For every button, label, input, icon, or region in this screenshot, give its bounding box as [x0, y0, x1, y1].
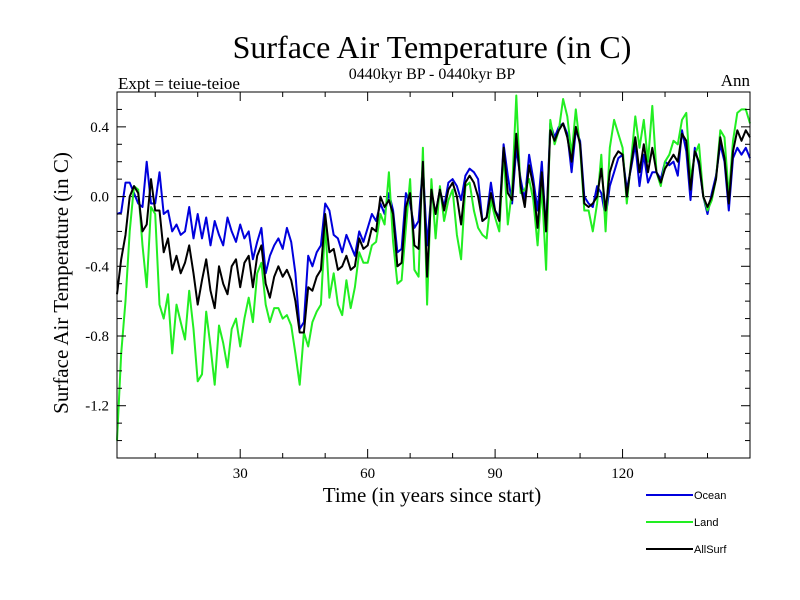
x-tick-label-90: 90	[488, 466, 503, 482]
legend-label-ocean: Ocean	[694, 490, 726, 502]
x-axis-label: Time (in years since start)	[323, 483, 542, 507]
x-tick-label-120: 120	[611, 466, 634, 482]
legend-label-land: Land	[694, 517, 718, 529]
series-line-land	[116, 94, 751, 441]
series-line-allsurf	[116, 122, 751, 334]
x-tick-label-30: 30	[233, 466, 248, 482]
series-layer	[116, 94, 751, 441]
x-tick-label-60: 60	[360, 466, 375, 482]
chart-subtitle: 0440kyr BP - 0440kyr BP	[349, 66, 516, 83]
y-tick-label-1: -0.8	[85, 329, 109, 345]
y-tick-label-3: 0.0	[90, 190, 109, 206]
period-label: Ann	[721, 71, 751, 90]
y-tick-label-2: -0.4	[85, 259, 109, 275]
chart-title: Surface Air Temperature (in C)	[233, 29, 632, 65]
legend-label-allsurf: AllSurf	[694, 544, 727, 556]
experiment-label: Expt = teiue-teioe	[118, 74, 240, 93]
axis-layer: 30 60 90 120 -1.2 -0.8 -0.4 0.0 0.4	[85, 91, 751, 482]
plot-frame	[116, 91, 751, 459]
y-tick-label-0: -1.2	[85, 399, 109, 415]
y-axis-label: Surface Air Temperature (in C)	[49, 152, 73, 414]
legend: Ocean Land AllSurf	[646, 490, 727, 556]
y-tick-label-4: 0.4	[90, 120, 109, 136]
